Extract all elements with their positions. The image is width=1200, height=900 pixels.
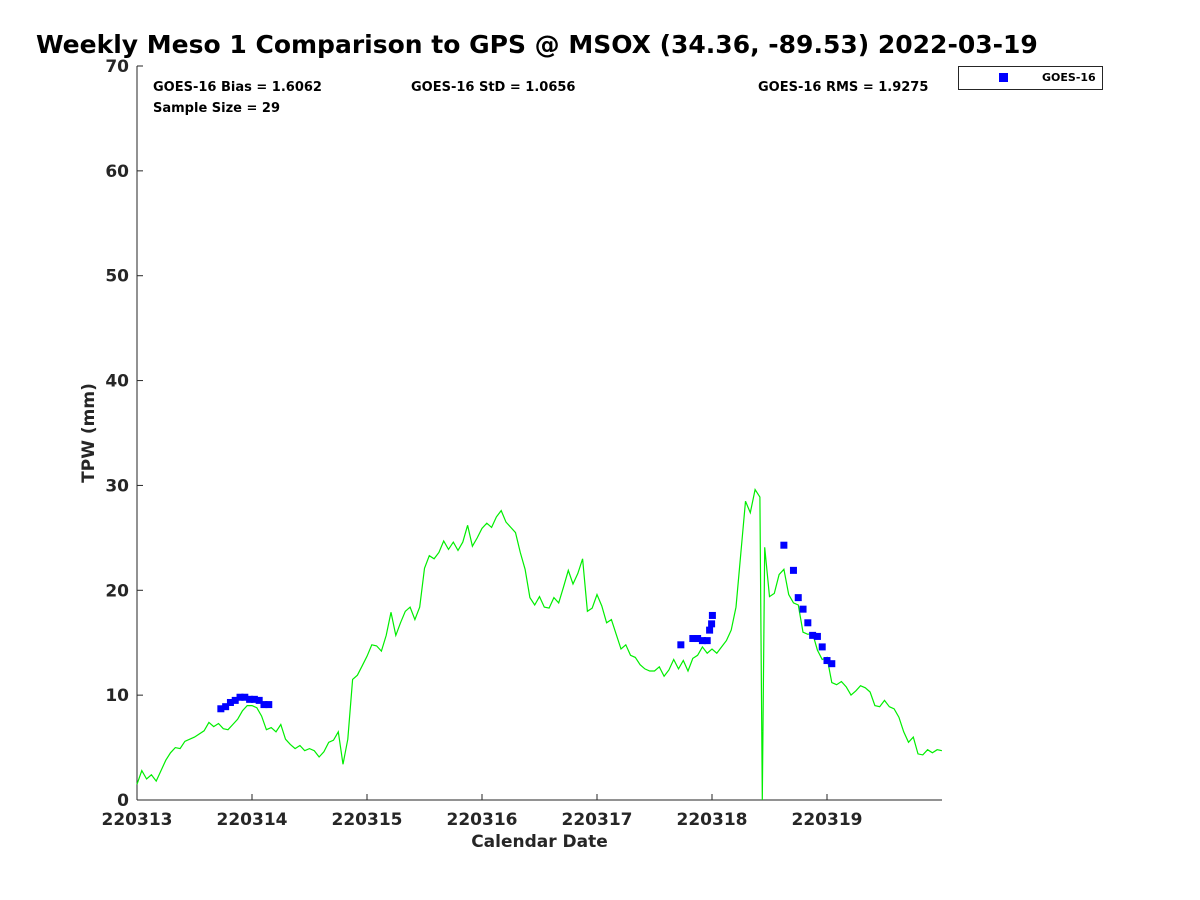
data-point-goes16 <box>823 657 831 665</box>
data-point-goes16 <box>694 635 702 643</box>
x-tick-label: 220317 <box>562 810 633 830</box>
legend-label-goes16: GOES-16 <box>1042 71 1096 84</box>
data-point-goes16 <box>703 637 711 645</box>
std-stat: GOES-16 StD = 1.0656 <box>411 80 576 95</box>
data-point-goes16 <box>689 635 697 643</box>
data-point-goes16 <box>828 660 836 668</box>
series-markers-goes16 <box>217 541 836 713</box>
y-tick-label: 40 <box>105 372 129 392</box>
x-tick-label: 220314 <box>217 810 288 830</box>
data-point-goes16 <box>236 693 244 701</box>
y-tick-label: 60 <box>105 162 129 182</box>
x-ticks: 220313 220314 220315 220316 220317 220318 2203… <box>102 794 863 830</box>
y-tick-label: 30 <box>105 476 129 496</box>
data-point-goes16 <box>217 705 225 713</box>
data-point-goes16 <box>809 631 817 639</box>
data-point-goes16 <box>241 693 249 701</box>
data-point-goes16 <box>804 619 812 627</box>
data-point-goes16 <box>677 641 685 649</box>
x-tick-label: 220319 <box>792 810 863 830</box>
chart-title: Weekly Meso 1 Comparison to GPS @ MSOX (… <box>36 30 1038 59</box>
data-point-goes16 <box>698 637 706 645</box>
bias-stat: GOES-16 Bias = 1.6062 <box>153 80 322 95</box>
data-point-goes16 <box>818 643 826 651</box>
data-point-goes16 <box>799 605 807 613</box>
data-point-goes16 <box>255 696 263 704</box>
data-point-goes16 <box>789 566 797 574</box>
y-tick-label: 0 <box>117 791 129 811</box>
data-point-goes16 <box>222 703 230 711</box>
plot-area: 0 10 20 30 40 50 60 70 220313 220314 220315 220316… <box>102 57 943 830</box>
y-tick-label: 10 <box>105 686 129 706</box>
y-axis-label: TPW (mm) <box>79 383 99 483</box>
data-point-goes16 <box>260 701 268 709</box>
y-tick-label: 50 <box>105 267 129 287</box>
data-point-goes16 <box>813 632 821 640</box>
rms-stat: GOES-16 RMS = 1.9275 <box>758 80 929 95</box>
data-point-goes16 <box>246 695 254 703</box>
data-point-goes16 <box>231 696 239 704</box>
data-point-goes16 <box>794 594 802 602</box>
x-tick-label: 220315 <box>332 810 403 830</box>
y-ticks: 0 10 20 30 40 50 60 70 <box>105 57 143 811</box>
x-tick-label: 220313 <box>102 810 173 830</box>
data-point-goes16 <box>708 620 716 628</box>
x-axis-label: Calendar Date <box>471 832 608 852</box>
data-point-goes16 <box>708 611 716 619</box>
data-point-goes16 <box>250 695 258 703</box>
sample-size-stat: Sample Size = 29 <box>153 101 281 116</box>
x-tick-label: 220316 <box>447 810 518 830</box>
data-point-goes16 <box>780 541 788 549</box>
data-point-goes16 <box>706 626 714 634</box>
data-point-goes16 <box>265 701 273 709</box>
y-tick-label: 70 <box>105 57 129 77</box>
y-tick-label: 20 <box>105 581 129 601</box>
data-point-goes16 <box>226 698 234 706</box>
legend: GOES-16 <box>958 66 1103 90</box>
x-tick-label: 220318 <box>677 810 748 830</box>
legend-marker-goes16 <box>999 73 1008 82</box>
